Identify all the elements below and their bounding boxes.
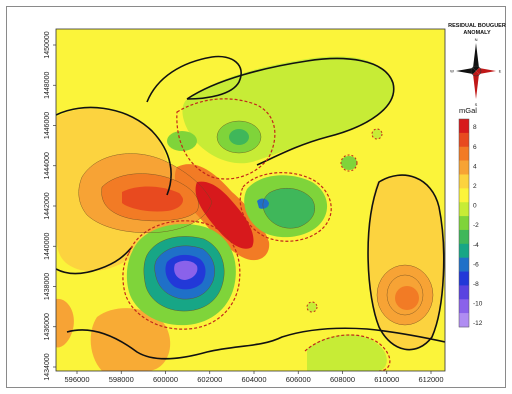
zero-contour-northeast bbox=[186, 57, 395, 166]
colorbar-label: -2 bbox=[473, 222, 479, 229]
colorbar-segment bbox=[459, 146, 469, 161]
colorbar-label: 6 bbox=[473, 144, 477, 151]
colorbar-labels: 8 6 4 2 0 -2 -4 -6 -8 -10 -12 bbox=[473, 124, 483, 327]
x-tick-label: 604000 bbox=[241, 375, 266, 384]
compass-s: S bbox=[475, 102, 478, 107]
colorbar-label: -10 bbox=[473, 301, 483, 308]
north-arrow-icon: N S E W bbox=[450, 37, 502, 107]
x-tick-label: 596000 bbox=[64, 375, 89, 384]
colorbar-segment bbox=[459, 285, 469, 300]
y-tick-label: 1442000 bbox=[44, 192, 51, 219]
compass-w: W bbox=[450, 69, 454, 74]
colorbar-segment bbox=[459, 188, 469, 203]
colorbar-segment bbox=[459, 271, 469, 286]
colorbar-segment bbox=[459, 216, 469, 231]
zero-contour-southwest bbox=[56, 246, 133, 275]
colorbar-label: -8 bbox=[473, 281, 479, 288]
x-tick-label: 610000 bbox=[374, 375, 399, 384]
negative-zone-south bbox=[307, 334, 387, 371]
colorbar-label: -4 bbox=[473, 242, 479, 249]
colorbar-segment bbox=[459, 299, 469, 314]
colorbar-segment bbox=[459, 174, 469, 189]
y-tick-label: 1444000 bbox=[44, 152, 51, 179]
colorbar-segment bbox=[459, 132, 469, 148]
dashed-contour-small-1 bbox=[340, 154, 358, 172]
dashed-contour-northeast bbox=[176, 98, 276, 180]
x-tick-label: 612000 bbox=[418, 375, 443, 384]
x-tick-label: 608000 bbox=[330, 375, 355, 384]
negative-anomaly-east-small bbox=[341, 156, 357, 170]
colorbar-segment bbox=[459, 202, 469, 217]
positive-zone-south bbox=[90, 308, 171, 371]
colorbar-segment bbox=[459, 119, 469, 134]
zero-contour-north bbox=[146, 55, 242, 103]
compass-e: E bbox=[499, 69, 502, 74]
colorbar-segment bbox=[459, 160, 469, 175]
x-tick-label: 606000 bbox=[286, 375, 311, 384]
negative-anomaly-main-peak bbox=[174, 260, 198, 280]
dashed-contour-main-low bbox=[122, 220, 241, 330]
colorbar-label: -6 bbox=[473, 261, 479, 268]
zero-contour-east bbox=[367, 174, 445, 351]
colorbar-segment bbox=[459, 257, 469, 272]
plot-frame bbox=[55, 28, 446, 372]
colorbar-label: 2 bbox=[473, 183, 477, 190]
x-tick-label: 602000 bbox=[197, 375, 222, 384]
y-tick-label: 1446000 bbox=[44, 112, 51, 139]
colorbar-label: 8 bbox=[473, 124, 477, 131]
colorbar-label: 4 bbox=[473, 163, 477, 170]
zero-contour-west bbox=[56, 106, 172, 196]
y-tick-label: 1436000 bbox=[44, 313, 51, 340]
colorbar-segment bbox=[459, 243, 469, 258]
x-axis: 596000 598000 600000 602000 604000 606000 6080… bbox=[64, 371, 444, 384]
map-title-line1: RESIDUAL BOUGUER bbox=[448, 23, 506, 29]
positive-zone-sw bbox=[56, 298, 74, 348]
colorbar-unit: mGal bbox=[459, 106, 477, 115]
dashed-contour-south-small bbox=[304, 334, 391, 371]
positive-anomaly-southeast-core bbox=[395, 286, 419, 310]
colorbar bbox=[458, 118, 470, 328]
x-tick-label: 600000 bbox=[153, 375, 178, 384]
colorbar-label: 0 bbox=[473, 203, 477, 210]
dashed-contour-small-2 bbox=[306, 301, 318, 313]
colorbar-segment bbox=[459, 229, 469, 245]
colorbar-frame bbox=[458, 118, 470, 328]
zero-contour-south bbox=[66, 327, 445, 360]
y-tick-label: 1440000 bbox=[44, 233, 51, 260]
dashed-contour-small-3 bbox=[371, 128, 383, 140]
x-tick-label: 598000 bbox=[109, 375, 134, 384]
y-tick-label: 1450000 bbox=[44, 31, 51, 58]
colorbar-label: -12 bbox=[473, 320, 483, 327]
map-svg: 596000 598000 600000 602000 604000 606000 6080… bbox=[44, 23, 506, 384]
negative-anomaly-northwest-small bbox=[167, 131, 197, 151]
compass-n: N bbox=[475, 37, 478, 42]
colorbar-segment bbox=[459, 313, 469, 328]
y-tick-label: 1438000 bbox=[44, 273, 51, 300]
y-tick-label: 1434000 bbox=[44, 353, 51, 380]
y-axis: 1450000 1448000 1446000 1444000 1442000 14400… bbox=[44, 31, 56, 381]
map-title-line2: ANOMALY bbox=[463, 30, 491, 36]
anomaly-map bbox=[56, 29, 445, 371]
map-figure: 596000 598000 600000 602000 604000 606000 6080… bbox=[6, 6, 506, 388]
y-tick-label: 1448000 bbox=[44, 72, 51, 99]
negative-anomaly-north-small-core bbox=[229, 129, 249, 145]
negative-anomaly-east-core bbox=[262, 188, 315, 229]
